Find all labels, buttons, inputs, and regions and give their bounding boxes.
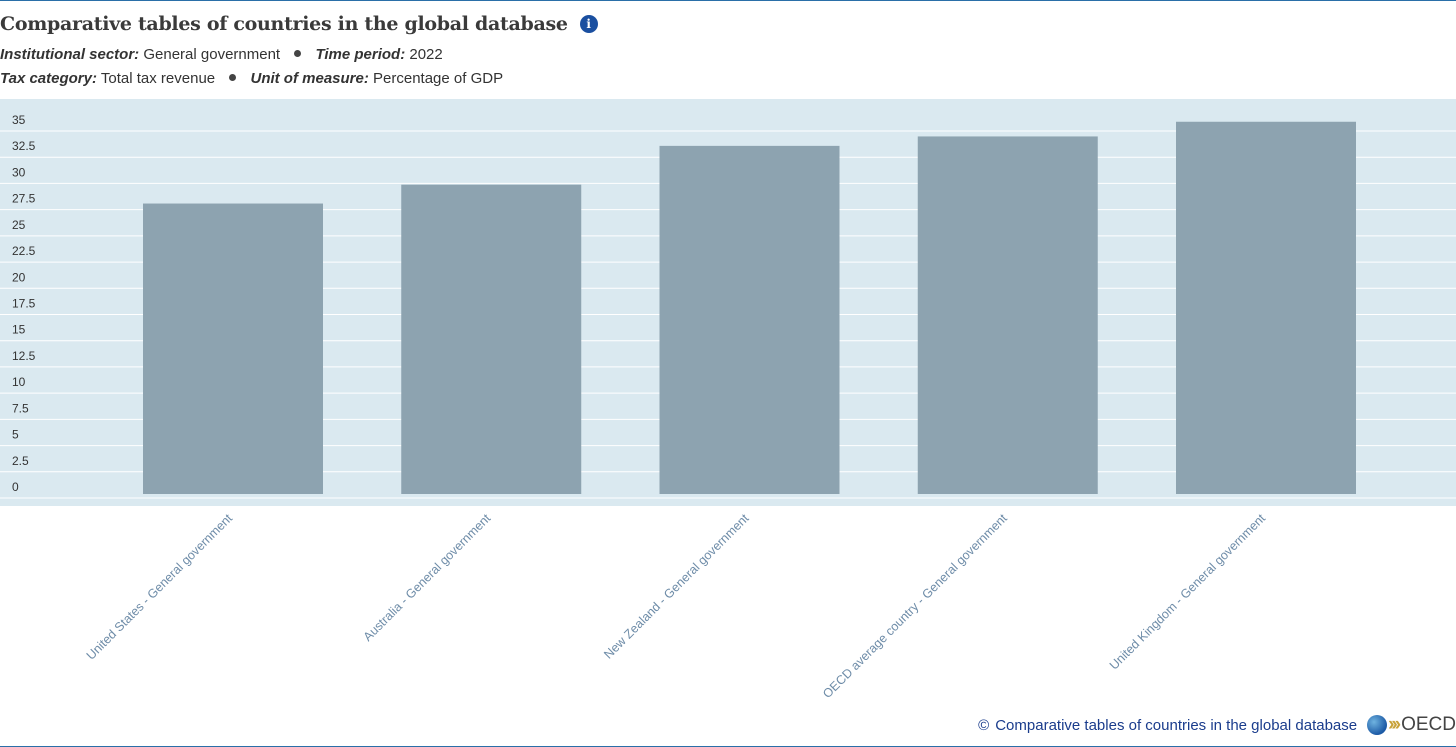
meta-line-1: Institutional sector: General government… <box>0 46 443 63</box>
unit-value: Percentage of GDP <box>373 70 504 87</box>
x-tick-label: New Zealand - General government <box>601 511 752 662</box>
y-tick-label: 15 <box>12 323 26 337</box>
period-value: 2022 <box>409 46 443 63</box>
y-tick-label: 25 <box>12 218 26 232</box>
x-tick-label: United Kingdom - General government <box>1107 511 1269 673</box>
y-tick-label: 10 <box>12 375 26 389</box>
footer: © Comparative tables of countries in the… <box>978 714 1456 736</box>
meta-line-2: Tax category: Total tax revenue Unit of … <box>0 70 503 87</box>
bar[interactable] <box>143 203 323 494</box>
y-tick-label: 22.5 <box>12 244 36 258</box>
y-tick-label: 5 <box>12 428 19 442</box>
y-tick-label: 7.5 <box>12 401 29 415</box>
y-tick-label: 0 <box>12 480 19 494</box>
category-label: Tax category: <box>0 70 97 87</box>
title-row: Comparative tables of countries in the g… <box>0 13 598 35</box>
y-tick-label: 35 <box>12 113 26 127</box>
separator-dot <box>294 49 302 57</box>
oecd-logo-text: OECD <box>1401 714 1456 735</box>
separator-dot <box>229 73 237 81</box>
y-tick-label: 27.5 <box>12 192 36 206</box>
y-tick-label: 32.5 <box>12 139 36 153</box>
bar[interactable] <box>659 145 840 495</box>
x-tick-label: United States - General government <box>84 511 236 663</box>
y-tick-label: 2.5 <box>12 454 29 468</box>
copyright-symbol: © <box>978 716 990 734</box>
sector-value: General government <box>143 46 281 63</box>
sector-label: Institutional sector: <box>0 46 140 63</box>
bar[interactable] <box>917 136 1098 495</box>
bar-chart: 35 32.5 30 27.5 25 22.5 20 17.5 15 12.5 10 7.5 5 2.5 0… <box>0 113 1456 701</box>
bar[interactable] <box>1176 121 1356 494</box>
y-tick-label: 12.5 <box>12 349 36 363</box>
page-title: Comparative tables of countries in the g… <box>0 13 568 35</box>
category-value: Total tax revenue <box>100 70 216 87</box>
source-link[interactable]: Comparative tables of countries in the g… <box>995 716 1358 734</box>
chevrons-icon: ››› <box>1388 714 1401 735</box>
unit-label: Unit of measure: <box>250 70 369 87</box>
info-icon[interactable]: i <box>579 15 598 33</box>
x-tick-label: OECD average country - General governmen… <box>820 511 1010 701</box>
x-tick-label: Australia - General government <box>361 511 494 644</box>
y-tick-label: 20 <box>12 270 26 284</box>
y-tick-label: 30 <box>12 165 26 179</box>
bar[interactable] <box>401 184 582 494</box>
y-tick-label: 17.5 <box>12 297 36 311</box>
globe-icon <box>1367 715 1388 735</box>
oecd-logo: ››› OECD <box>1367 714 1456 736</box>
period-label: Time period: <box>315 46 406 63</box>
